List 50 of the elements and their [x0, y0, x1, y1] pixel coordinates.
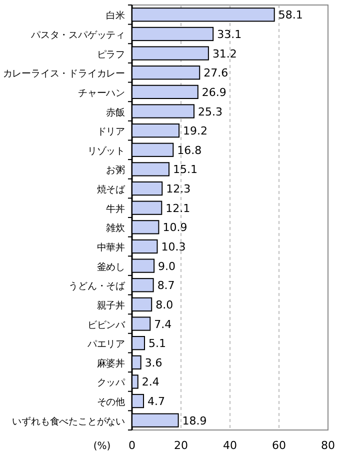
y-tick-label: パエリア: [86, 339, 126, 350]
data-label: 10.3: [161, 240, 186, 254]
data-label: 2.4: [142, 376, 160, 389]
x-tick-label: 80: [321, 439, 335, 452]
y-tick-label: うどん・そば: [68, 281, 127, 292]
y-tick-label: ドリア: [96, 126, 126, 138]
x-axis-title: (%): [93, 441, 111, 452]
data-label: 10.9: [162, 221, 188, 234]
y-tick-label: 麻婆丼: [96, 357, 126, 370]
x-tick-label: 40: [223, 439, 237, 452]
data-label: 26.9: [202, 86, 226, 99]
data-label: 12.1: [166, 202, 190, 215]
y-tick-label: 親子丼: [96, 299, 126, 312]
y-tick-label: リゾット: [87, 144, 125, 157]
y-tick-label: いずれも食べたことがない: [12, 415, 126, 428]
data-label: 16.8: [177, 144, 202, 157]
y-tick-label: 白米: [106, 10, 126, 22]
y-tick-label: その他: [96, 396, 126, 408]
y-tick-label: 雑炊: [106, 222, 126, 234]
data-label: 19.2: [183, 124, 208, 138]
data-label: 8.0: [156, 298, 174, 312]
y-tick-label: ピラフ: [96, 49, 125, 60]
y-tick-label: クッパ: [96, 378, 127, 389]
y-tick-label: 釜めし: [96, 260, 125, 273]
y-tick-label: 牛丼: [106, 202, 126, 215]
y-tick-label: カレーライス・ドライカレー: [2, 68, 126, 80]
y-tick-label: 中華丼: [96, 241, 126, 254]
x-tick-label: 60: [272, 439, 286, 452]
y-tick-label: 焼そば: [96, 184, 127, 196]
data-label: 5.1: [148, 337, 166, 350]
data-label: 15.1: [172, 163, 198, 176]
y-tick-label: チャーハン: [78, 88, 126, 99]
data-label: 25.3: [198, 105, 222, 118]
data-label: 33.1: [217, 28, 242, 41]
data-label: 58.1: [278, 8, 303, 22]
y-tick-label: お粥: [106, 164, 126, 176]
x-tick-label: 0: [128, 439, 136, 452]
y-tick-label: ビビンバ: [87, 320, 127, 331]
y-tick-label: 赤飯: [106, 106, 126, 118]
data-label: 12.3: [166, 182, 191, 196]
data-label: 3.6: [144, 356, 162, 370]
data-label: 4.7: [148, 395, 166, 408]
data-label: 9.0: [158, 260, 176, 273]
data-label: 31.2: [212, 47, 237, 60]
data-label: 18.9: [182, 414, 207, 428]
data-label: 7.4: [154, 318, 172, 331]
y-tick-label: パスタ・スパゲッティ: [30, 30, 125, 41]
x-tick-label: 20: [174, 439, 188, 452]
data-label: 8.7: [157, 279, 175, 292]
data-label: 27.6: [204, 66, 228, 80]
